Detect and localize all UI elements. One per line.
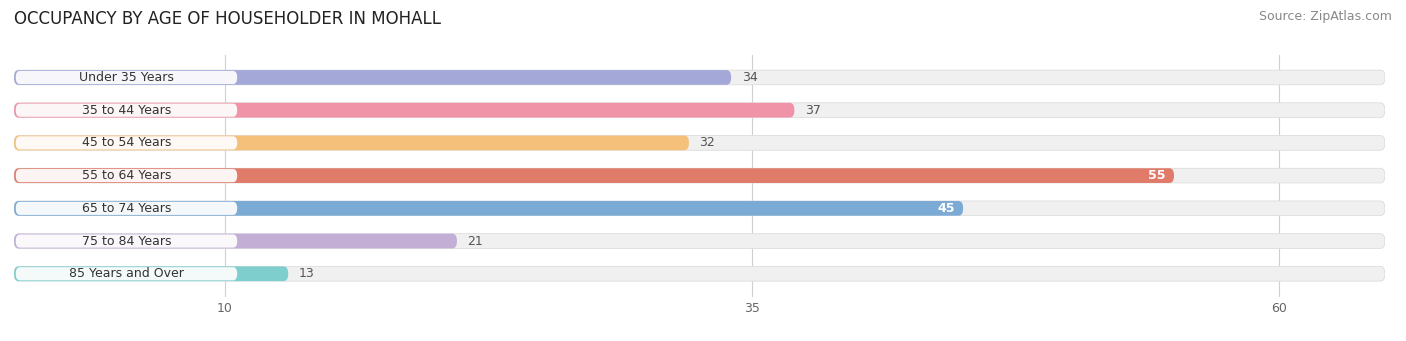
FancyBboxPatch shape (14, 135, 689, 150)
Text: Under 35 Years: Under 35 Years (79, 71, 174, 84)
Text: Source: ZipAtlas.com: Source: ZipAtlas.com (1258, 10, 1392, 23)
FancyBboxPatch shape (14, 201, 1385, 216)
FancyBboxPatch shape (15, 202, 238, 215)
FancyBboxPatch shape (14, 70, 1385, 85)
FancyBboxPatch shape (14, 103, 1385, 118)
Text: 65 to 74 Years: 65 to 74 Years (82, 202, 172, 215)
FancyBboxPatch shape (14, 135, 1385, 150)
FancyBboxPatch shape (14, 168, 1174, 183)
Text: 45: 45 (938, 202, 955, 215)
Text: 32: 32 (700, 136, 716, 149)
FancyBboxPatch shape (15, 71, 238, 84)
Text: 13: 13 (299, 267, 315, 280)
Text: OCCUPANCY BY AGE OF HOUSEHOLDER IN MOHALL: OCCUPANCY BY AGE OF HOUSEHOLDER IN MOHAL… (14, 10, 441, 28)
Text: 45 to 54 Years: 45 to 54 Years (82, 136, 172, 149)
FancyBboxPatch shape (14, 168, 1385, 183)
Text: 55: 55 (1149, 169, 1166, 182)
FancyBboxPatch shape (14, 266, 288, 281)
FancyBboxPatch shape (15, 267, 238, 280)
Text: 34: 34 (742, 71, 758, 84)
FancyBboxPatch shape (14, 70, 731, 85)
Text: 85 Years and Over: 85 Years and Over (69, 267, 184, 280)
Text: 75 to 84 Years: 75 to 84 Years (82, 235, 172, 248)
FancyBboxPatch shape (14, 103, 794, 118)
Text: 37: 37 (806, 104, 821, 117)
FancyBboxPatch shape (15, 104, 238, 117)
FancyBboxPatch shape (14, 234, 457, 248)
Text: 21: 21 (468, 235, 484, 248)
FancyBboxPatch shape (14, 234, 1385, 248)
FancyBboxPatch shape (15, 235, 238, 248)
Text: 35 to 44 Years: 35 to 44 Years (82, 104, 172, 117)
FancyBboxPatch shape (14, 266, 1385, 281)
FancyBboxPatch shape (15, 136, 238, 149)
FancyBboxPatch shape (15, 169, 238, 182)
FancyBboxPatch shape (14, 201, 963, 216)
Text: 55 to 64 Years: 55 to 64 Years (82, 169, 172, 182)
